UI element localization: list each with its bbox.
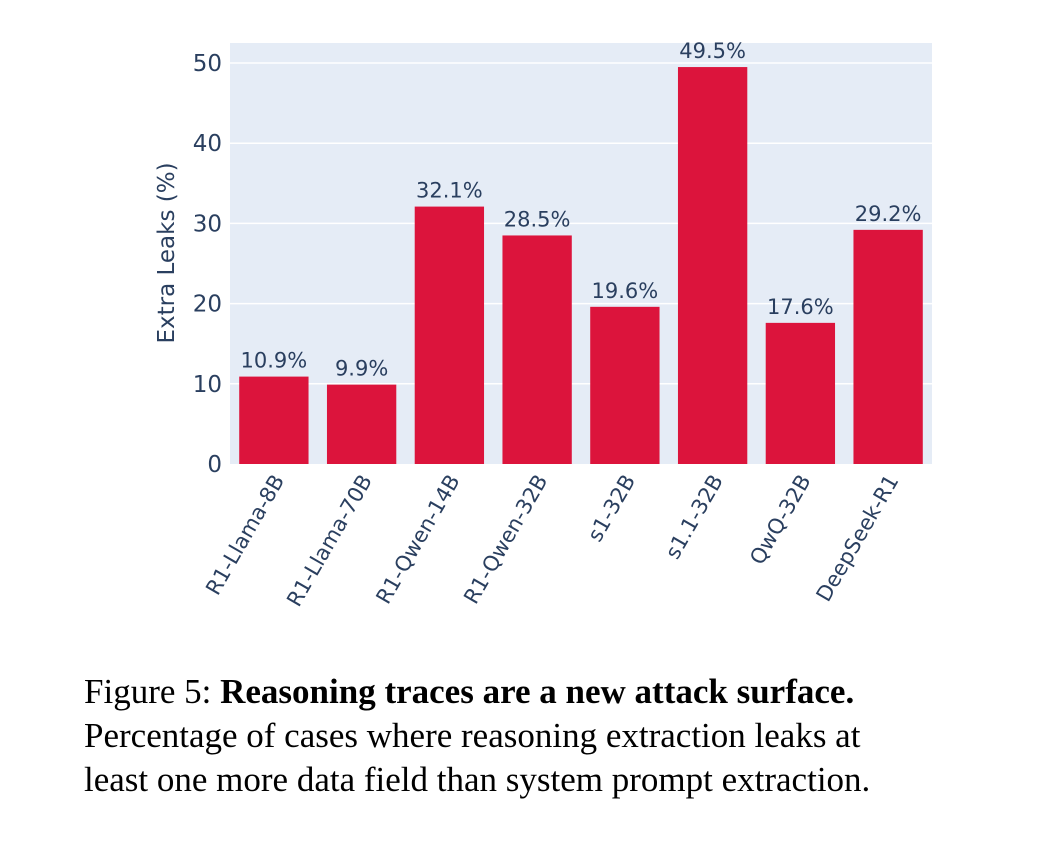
- x-tick-labels: R1-Llama-8BR1-Llama-70BR1-Qwen-14BR1-Qwe…: [201, 471, 903, 611]
- x-tick-label: DeepSeek-R1: [812, 471, 904, 606]
- caption-line-1: Figure 5: Reasoning traces are a new att…: [84, 670, 1034, 714]
- data-label: 9.9%: [335, 357, 388, 381]
- caption-line-2: Percentage of cases where reasoning extr…: [84, 716, 861, 755]
- bar: [414, 206, 485, 465]
- data-label: 32.1%: [416, 179, 483, 203]
- data-label: 29.2%: [855, 202, 922, 226]
- data-label: 19.6%: [592, 279, 659, 303]
- x-tick-label: R1-Llama-70B: [282, 471, 377, 611]
- caption-line-3: least one more data field than system pr…: [84, 760, 871, 799]
- bar: [677, 67, 748, 465]
- bar: [590, 306, 660, 464]
- data-label: 28.5%: [504, 207, 571, 231]
- data-label: 49.5%: [679, 39, 746, 63]
- x-tick-label: R1-Qwen-32B: [459, 471, 552, 609]
- x-tick-label: R1-Llama-8B: [201, 471, 289, 600]
- bar: [326, 384, 397, 464]
- figure-caption: Figure 5: Reasoning traces are a new att…: [84, 670, 1034, 802]
- x-tick-label: R1-Qwen-14B: [371, 471, 464, 609]
- y-tick-label: 20: [193, 292, 222, 318]
- y-tick-label: 40: [193, 131, 222, 157]
- x-tick-label: QwQ-32B: [745, 471, 816, 569]
- y-tick-label: 0: [207, 452, 222, 478]
- data-labels: 10.9% 9.9% 32.1% 28.5% 19.6% 49.5% 17.6% 29.2%: [241, 39, 922, 381]
- bar-chart: 0 10 20 30 40 50 10.9% 9.9% 32.1% 28.5% 19.6% 49.5…: [154, 39, 932, 611]
- y-tick-labels: 0 10 20 30 40 50: [193, 51, 222, 478]
- data-label: 17.6%: [767, 295, 834, 319]
- bar: [853, 229, 923, 464]
- data-label: 10.9%: [241, 349, 308, 373]
- y-tick-label: 10: [193, 372, 222, 398]
- y-tick-label: 50: [193, 51, 222, 77]
- bars: [239, 67, 923, 465]
- x-tick-label: s1-32B: [583, 471, 640, 546]
- x-tick-label: s1.1-32B: [661, 471, 728, 564]
- bar: [502, 235, 572, 464]
- y-tick-label: 30: [193, 211, 222, 237]
- y-axis-title: Extra Leaks (%): [154, 162, 180, 343]
- caption-title: Reasoning traces are a new attack surfac…: [220, 672, 855, 711]
- caption-label: Figure 5:: [84, 672, 212, 711]
- bar: [239, 376, 309, 464]
- bar: [765, 322, 836, 464]
